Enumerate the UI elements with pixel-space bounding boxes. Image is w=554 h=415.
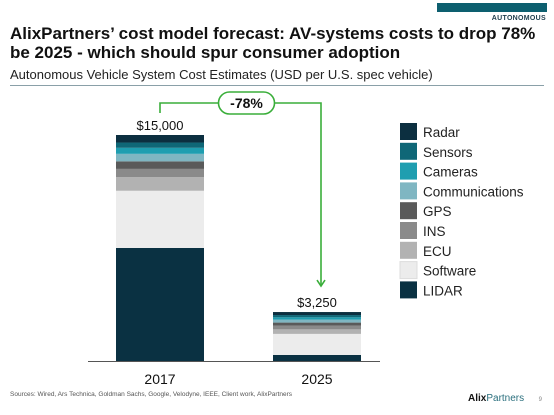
legend-swatch-ecu: [400, 241, 417, 259]
legend-label-gps: GPS: [423, 204, 452, 219]
section-tag: AUTONOMOUS: [491, 15, 546, 22]
legend-swatch-ins: [400, 222, 417, 239]
legend-swatch-lidar: [400, 281, 417, 299]
legend-swatch-gps: [400, 202, 417, 220]
bar-segment-gps-2017: [116, 161, 204, 169]
bar-segment-communications-2017: [116, 153, 204, 162]
company-logo: AlixPartners: [468, 393, 524, 404]
bar-segment-radar-2025: [273, 312, 361, 316]
bar-total-label-2017: $15,000: [137, 118, 184, 133]
bar-segment-ins-2025: [273, 325, 361, 330]
x-tick-label-2025: 2025: [301, 371, 332, 387]
bar-segment-ecu-2017: [116, 177, 204, 191]
header-divider: [10, 85, 544, 86]
legend-label-ecu: ECU: [423, 244, 452, 259]
bar-segment-sensors-2017: [116, 142, 204, 148]
change-arrowhead: [316, 279, 326, 288]
bar-segment-lidar-2017: [116, 248, 204, 361]
legend-swatch-sensors: [400, 142, 417, 160]
legend-swatch-software: [399, 261, 418, 280]
bar-segment-ecu-2025: [273, 329, 361, 334]
bar-segment-ins-2017: [116, 168, 204, 178]
bar-segment-software-2017: [116, 190, 204, 248]
logo-rest-text: Partners: [486, 393, 525, 404]
legend-label-cameras: Cameras: [423, 165, 478, 180]
legend-label-lidar: LIDAR: [423, 283, 463, 298]
legend-label-software: Software: [423, 264, 476, 279]
bar-segment-lidar-2025: [273, 354, 361, 361]
legend-label-ins: INS: [423, 224, 446, 239]
page-title: AlixPartners’ cost model forecast: AV-sy…: [10, 24, 536, 62]
top-accent-rule: [437, 3, 547, 12]
legend-swatch-communications: [400, 182, 417, 200]
bar-segment-cameras-2025: [273, 317, 361, 320]
legend-swatch-radar: [400, 123, 417, 140]
legend-label-communications: Communications: [423, 184, 524, 199]
bar-segment-gps-2025: [273, 322, 361, 326]
change-percent-label: -78%: [230, 95, 263, 111]
chart-subtitle: Autonomous Vehicle System Cost Estimates…: [10, 67, 433, 82]
change-badge: [217, 91, 276, 115]
sources-note: Sources: Wired, Ars Technica, Goldman Sa…: [10, 391, 293, 398]
bar-segment-software-2025: [273, 333, 361, 355]
logo-main-text: Alix: [468, 393, 487, 404]
bar-segment-communications-2025: [273, 319, 361, 323]
bar-total-label-2025: $3,250: [297, 295, 337, 310]
bar-segment-radar-2017: [116, 135, 204, 143]
bar-segment-cameras-2017: [116, 147, 204, 154]
legend-swatch-cameras: [400, 162, 417, 180]
bar-segment-sensors-2025: [273, 315, 361, 318]
legend-label-radar: Radar: [423, 125, 460, 140]
x-tick-label-2017: 2017: [144, 371, 175, 387]
page-number: 9: [538, 397, 542, 403]
legend-label-sensors: Sensors: [423, 145, 473, 160]
